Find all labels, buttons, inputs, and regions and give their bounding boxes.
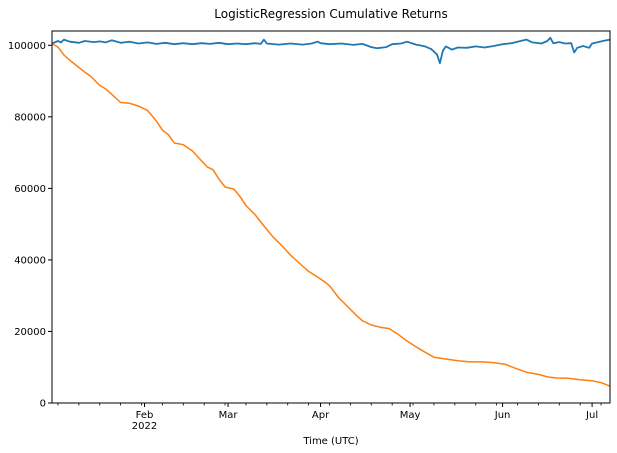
x-tick-label: Mar xyxy=(219,410,239,421)
series-line-1 xyxy=(51,36,611,65)
y-tick-label: 40000 xyxy=(14,255,46,266)
y-tick-label: 80000 xyxy=(14,112,46,123)
y-axis: 0 20000 40000 60000 80000 100000 xyxy=(8,41,52,410)
chart-title: LogisticRegression Cumulative Returns xyxy=(214,7,447,21)
x-tick-label: May xyxy=(400,410,421,421)
y-tick-label: 20000 xyxy=(14,327,46,338)
y-tick-label: 0 xyxy=(40,399,46,410)
series-layer xyxy=(51,36,611,387)
plot-area xyxy=(51,30,611,404)
x-axis-label: Time (UTC) xyxy=(302,436,358,447)
x-tick-label: Jun xyxy=(494,410,511,421)
y-tick-label: 100000 xyxy=(8,41,46,52)
plot-frame xyxy=(51,30,611,404)
x-tick-sublabel: 2022 xyxy=(132,421,157,432)
x-tick-label: Jul xyxy=(585,410,598,421)
x-tick-label: Apr xyxy=(312,410,330,421)
series-line-2 xyxy=(51,42,611,387)
y-tick-label: 60000 xyxy=(14,184,46,195)
x-tick-label: Feb xyxy=(136,410,154,421)
